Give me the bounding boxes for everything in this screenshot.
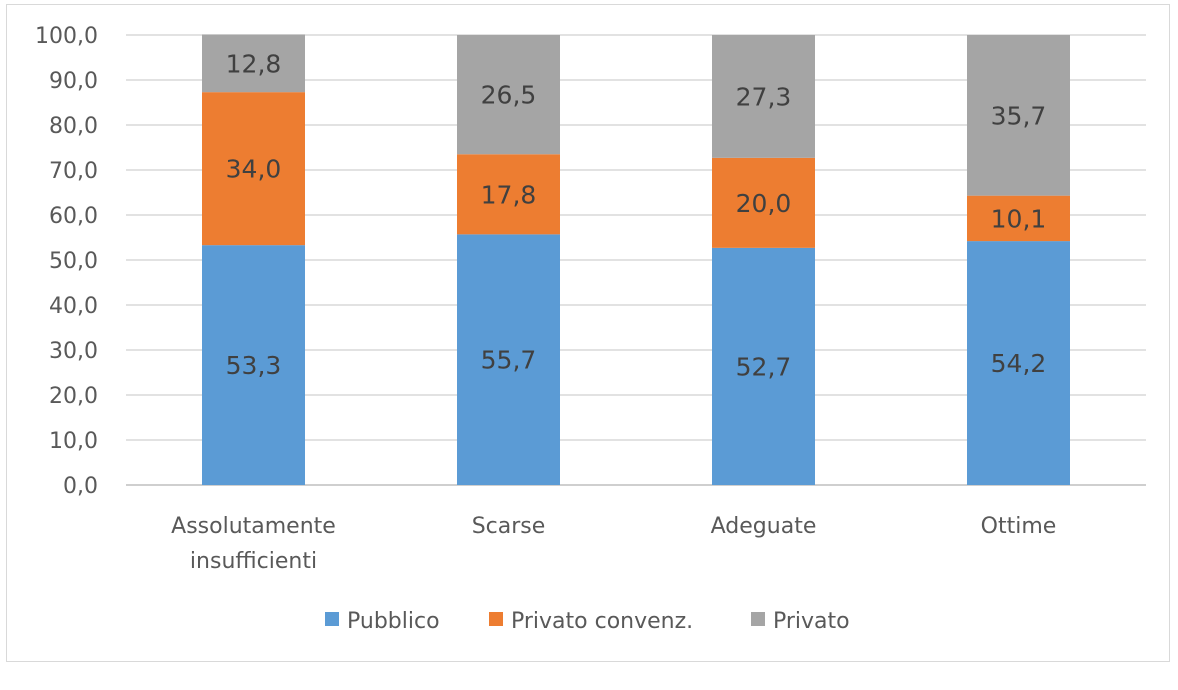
data-label: 55,7 bbox=[481, 346, 537, 375]
bar-segment bbox=[712, 157, 815, 248]
data-label: 26,5 bbox=[481, 81, 537, 110]
legend-swatch bbox=[489, 612, 503, 626]
bar-segment bbox=[967, 195, 1070, 242]
bar-segment bbox=[202, 245, 305, 485]
bars bbox=[202, 34, 1070, 485]
bar-segment bbox=[202, 92, 305, 246]
y-tick-label: 90,0 bbox=[49, 69, 98, 94]
data-label: 20,0 bbox=[736, 189, 792, 218]
x-tick-label: insufficienti bbox=[190, 549, 317, 574]
y-tick-label: 70,0 bbox=[49, 159, 98, 184]
y-tick-label: 50,0 bbox=[49, 249, 98, 274]
data-label: 54,2 bbox=[991, 349, 1047, 378]
legend-label: Privato bbox=[773, 609, 850, 634]
y-tick-label: 30,0 bbox=[49, 339, 98, 364]
bar-segment bbox=[712, 247, 815, 485]
legend: Pubblico Privato convenz. Privato bbox=[325, 609, 850, 634]
data-label: 27,3 bbox=[736, 82, 792, 111]
data-label: 12,8 bbox=[226, 49, 282, 78]
bar-segment bbox=[457, 35, 560, 155]
data-label: 34,0 bbox=[226, 155, 282, 184]
legend-label: Pubblico bbox=[347, 609, 440, 634]
legend-swatch bbox=[751, 612, 765, 626]
x-tick-label: Adeguate bbox=[711, 514, 817, 539]
data-label: 10,1 bbox=[991, 204, 1047, 233]
bar-segment bbox=[712, 35, 815, 158]
data-label: 53,3 bbox=[226, 351, 282, 380]
bar-segment bbox=[457, 234, 560, 485]
y-axis-tick-labels: 0,0 10,0 20,0 30,0 40,0 50,0 60,0 70,0 80,0 90,0 1… bbox=[35, 24, 98, 499]
chart-frame: 0,0 10,0 20,0 30,0 40,0 50,0 60,0 70,0 80,0 90,0 1… bbox=[6, 4, 1170, 662]
data-label: 35,7 bbox=[991, 101, 1047, 130]
x-tick-label: Assolutamente bbox=[171, 514, 336, 539]
data-label: 52,7 bbox=[736, 352, 792, 381]
stacked-bar-chart: 0,0 10,0 20,0 30,0 40,0 50,0 60,0 70,0 80,0 90,0 1… bbox=[35, 24, 1146, 634]
legend-swatch bbox=[325, 612, 339, 626]
bar-segment bbox=[457, 154, 560, 235]
x-axis-category-labels: Assolutamente insufficienti Scarse Adeguate… bbox=[171, 514, 1056, 574]
y-tick-label: 0,0 bbox=[63, 474, 98, 499]
bar-segment bbox=[967, 241, 1070, 485]
data-labels: 53,3 34,0 12,8 55,7 17,8 26,5 52,7 20,0 27,3 54,2… bbox=[226, 49, 1047, 381]
y-tick-label: 80,0 bbox=[49, 114, 98, 139]
bar-segment bbox=[202, 34, 305, 93]
y-tick-label: 40,0 bbox=[49, 294, 98, 319]
bar-segment bbox=[967, 35, 1070, 196]
y-tick-label: 20,0 bbox=[49, 384, 98, 409]
y-tick-label: 100,0 bbox=[35, 24, 98, 49]
y-tick-label: 10,0 bbox=[49, 429, 98, 454]
legend-label: Privato convenz. bbox=[511, 609, 693, 634]
data-label: 17,8 bbox=[481, 180, 537, 209]
x-tick-label: Ottime bbox=[981, 514, 1057, 539]
x-tick-label: Scarse bbox=[472, 514, 546, 539]
y-tick-label: 60,0 bbox=[49, 204, 98, 229]
